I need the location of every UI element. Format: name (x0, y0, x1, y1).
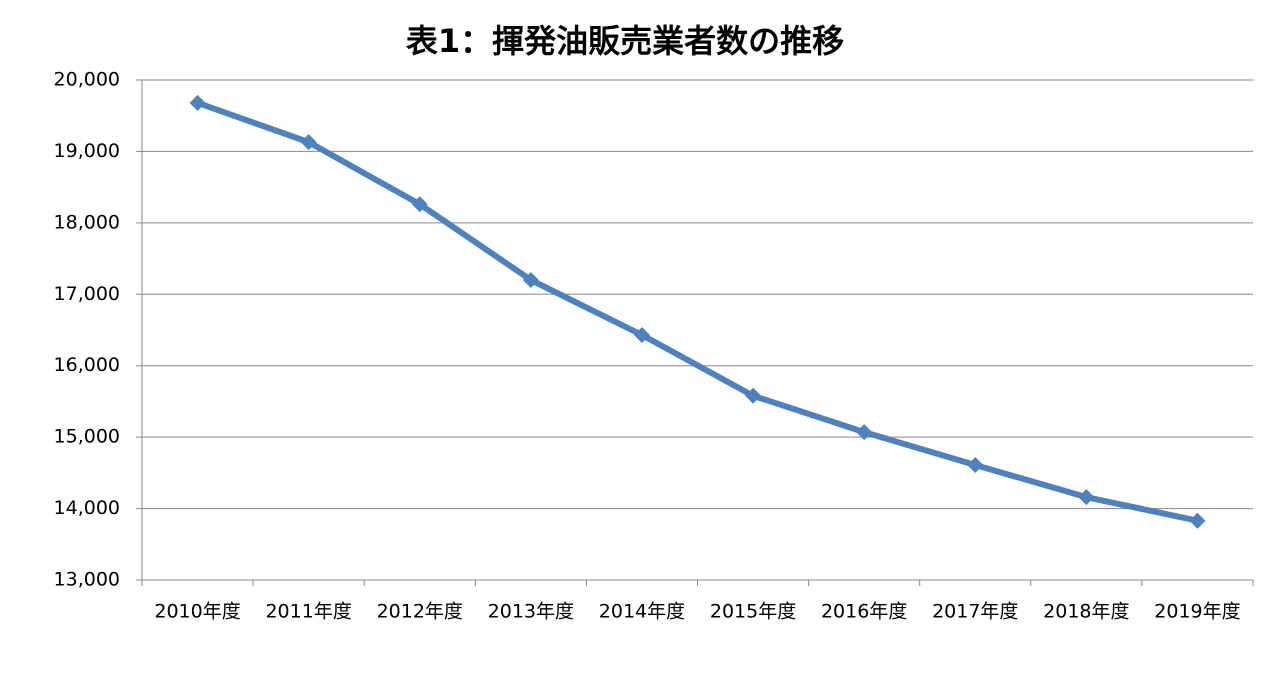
x-tick-label: 2016年度 (821, 601, 907, 623)
x-tick-label: 2010年度 (154, 601, 240, 623)
x-tick-label: 2015年度 (710, 601, 796, 623)
data-marker (522, 272, 539, 288)
x-tick-label: 2014年度 (599, 601, 685, 623)
y-tick-label: 17,000 (54, 283, 120, 305)
chart-title: 表1：揮発油販売業者数の推移 (406, 22, 844, 60)
data-marker (300, 134, 317, 151)
x-tick-label: 2018年度 (1043, 601, 1129, 623)
x-tick-label: 2011年度 (265, 601, 351, 623)
y-tick-label: 13,000 (54, 569, 120, 591)
data-marker (189, 94, 206, 111)
y-tick-label: 15,000 (54, 426, 120, 448)
data-marker (856, 424, 873, 441)
y-tick-label: 16,000 (54, 354, 120, 376)
y-tick-label: 14,000 (54, 497, 120, 519)
x-tick-label: 2017年度 (932, 601, 1018, 623)
data-marker (1189, 512, 1206, 529)
data-marker (745, 387, 762, 404)
y-tick-label: 19,000 (54, 140, 120, 162)
y-tick-label: 20,000 (54, 69, 120, 91)
data-marker (633, 327, 650, 343)
y-tick-label: 18,000 (54, 211, 120, 233)
data-marker (411, 196, 428, 213)
x-tick-label: 2013年度 (488, 601, 574, 623)
data-line (196, 100, 1199, 524)
x-tick-label: 2012年度 (377, 601, 463, 623)
data-marker (967, 457, 984, 473)
x-tick-label: 2019年度 (1154, 601, 1240, 623)
data-marker (1078, 489, 1095, 506)
